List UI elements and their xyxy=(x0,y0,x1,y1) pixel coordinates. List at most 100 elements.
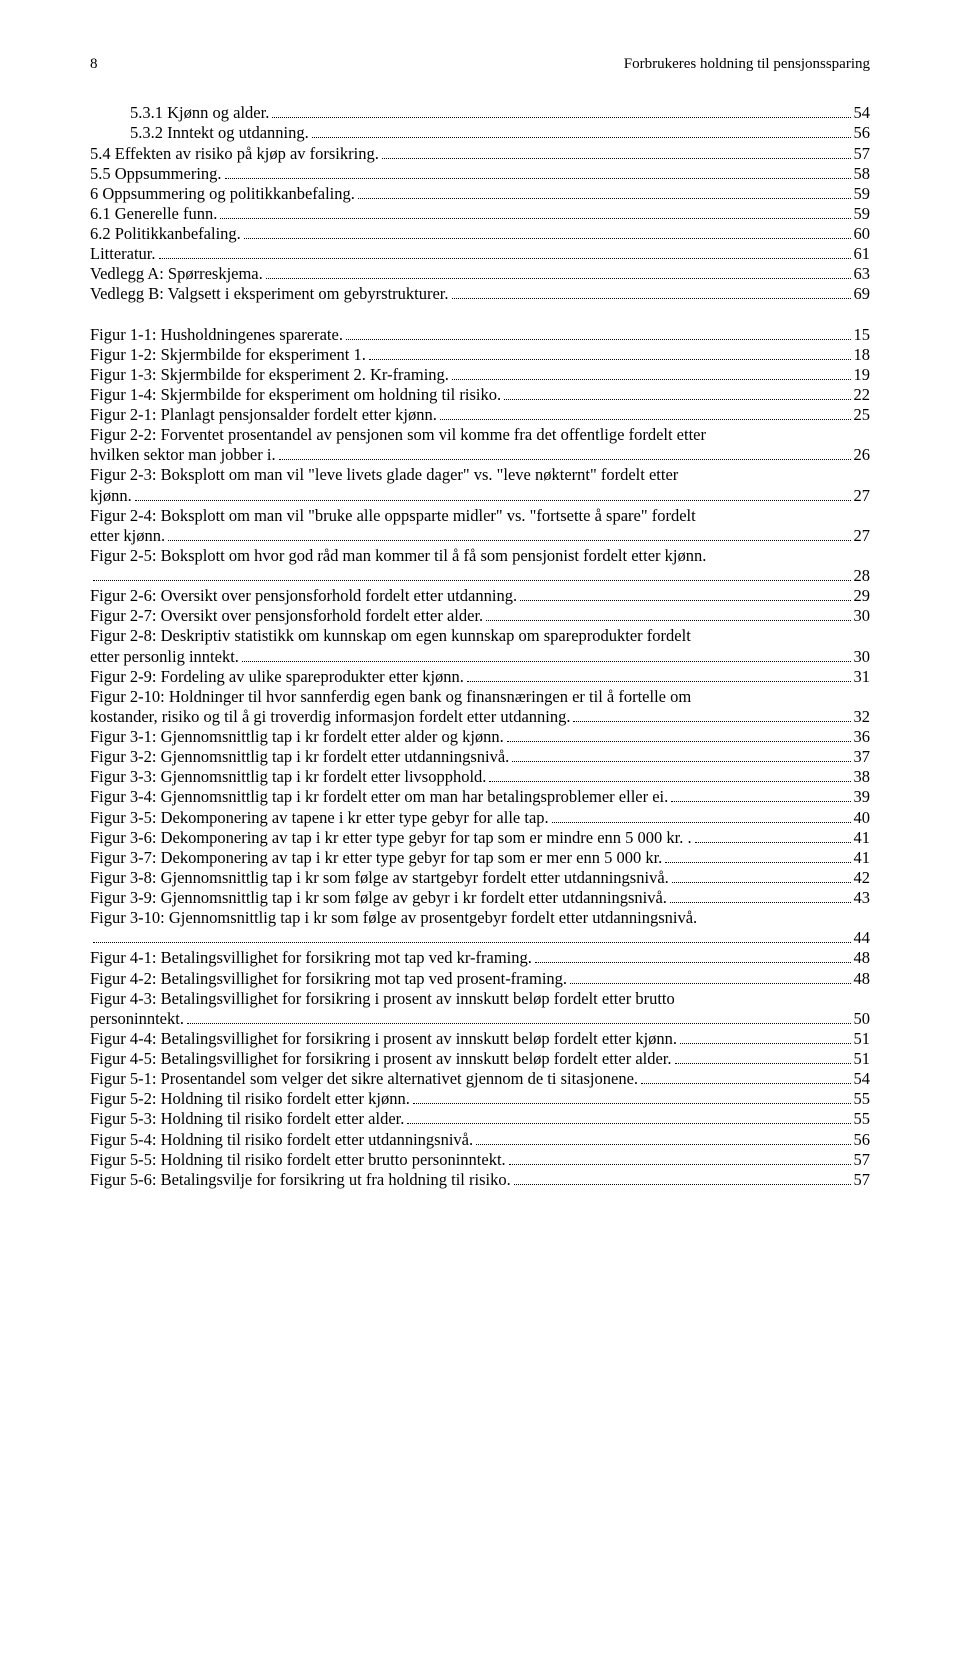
toc-dots xyxy=(382,148,851,159)
figure-entry: Figur 2-6: Oversikt over pensjonsforhold… xyxy=(90,586,870,606)
toc-row: 5.5 Oppsummering.58 xyxy=(90,164,870,184)
figure-dots xyxy=(573,711,850,722)
figure-page: 32 xyxy=(854,707,871,727)
figure-entry: Figur 5-1: Prosentandel som velger det s… xyxy=(90,1069,870,1089)
toc-page: 59 xyxy=(854,184,871,204)
toc-section: 5.3.1 Kjønn og alder. 545.3.2 Inntekt og … xyxy=(90,103,870,304)
figure-page: 57 xyxy=(854,1170,871,1190)
figure-page: 22 xyxy=(854,385,871,405)
figure-label: Figur 1-3: Skjermbilde for eksperiment 2… xyxy=(90,365,449,385)
figure-label: Figur 3-9: Gjennomsnittlig tap i kr som … xyxy=(90,888,667,908)
figure-label: kjønn. xyxy=(90,486,132,506)
figure-entry: Figur 2-3: Boksplott om man vil "leve li… xyxy=(90,465,870,505)
figure-entry: Figur 2-1: Planlagt pensjonsalder fordel… xyxy=(90,405,870,425)
toc-label: Vedlegg B: Valgsett i eksperiment om geb… xyxy=(90,284,449,304)
toc-label: 6.1 Generelle funn. xyxy=(90,204,217,224)
figure-page: 30 xyxy=(854,647,871,667)
toc-label: 5.3.1 Kjønn og alder. xyxy=(90,103,269,123)
document-page: 8 Forbrukeres holdning til pensjonsspari… xyxy=(0,0,960,1667)
toc-dots xyxy=(266,268,851,279)
figure-dots xyxy=(93,932,851,943)
figure-entry: Figur 4-1: Betalingsvillighet for forsik… xyxy=(90,948,870,968)
figure-last-line: kostander, risiko og til å gi troverdig … xyxy=(90,707,870,727)
page-header: 8 Forbrukeres holdning til pensjonsspari… xyxy=(90,55,870,73)
figure-entry: Figur 5-3: Holdning til risiko fordelt e… xyxy=(90,1109,870,1129)
figure-label-line: Figur 2-10: Holdninger til hvor sannferd… xyxy=(90,687,870,707)
toc-row: 6.2 Politikkanbefaling. 60 xyxy=(90,224,870,244)
figure-entry: Figur 1-2: Skjermbilde for eksperiment 1… xyxy=(90,345,870,365)
figure-dots xyxy=(671,792,850,803)
figure-dots xyxy=(672,872,851,883)
toc-label: 6.2 Politikkanbefaling. xyxy=(90,224,241,244)
figure-label: Figur 3-8: Gjennomsnittlig tap i kr som … xyxy=(90,868,669,888)
figure-dots xyxy=(467,671,851,682)
figure-page: 48 xyxy=(854,948,871,968)
figure-label: Figur 1-2: Skjermbilde for eksperiment 1… xyxy=(90,345,366,365)
figure-page: 26 xyxy=(854,445,871,465)
figure-entry: Figur 5-4: Holdning til risiko fordelt e… xyxy=(90,1130,870,1150)
figure-entry: Figur 1-1: Husholdningenes sparerate.15 xyxy=(90,325,870,345)
figure-dots xyxy=(665,852,850,863)
toc-row: 5.3.1 Kjønn og alder. 54 xyxy=(90,103,870,123)
figure-entry: Figur 3-8: Gjennomsnittlig tap i kr som … xyxy=(90,868,870,888)
figure-page: 25 xyxy=(854,405,871,425)
toc-label: 5.5 Oppsummering. xyxy=(90,164,222,184)
figure-dots xyxy=(452,369,851,380)
figure-dots xyxy=(476,1134,850,1145)
figure-dots xyxy=(93,570,851,581)
figure-entry: Figur 2-2: Forventet prosentandel av pen… xyxy=(90,425,870,465)
figure-dots xyxy=(512,751,850,762)
figure-page: 39 xyxy=(854,787,871,807)
figure-page: 40 xyxy=(854,808,871,828)
figure-page: 55 xyxy=(854,1109,871,1129)
figure-entry: Figur 2-10: Holdninger til hvor sannferd… xyxy=(90,687,870,727)
figure-entry: Figur 4-2: Betalingsvillighet for forsik… xyxy=(90,969,870,989)
figure-last-line: hvilken sektor man jobber i.26 xyxy=(90,445,870,465)
figure-dots xyxy=(504,389,850,400)
toc-row: Vedlegg A: Spørreskjema.63 xyxy=(90,264,870,284)
figure-label: Figur 5-6: Betalingsvilje for forsikring… xyxy=(90,1170,511,1190)
figure-label: Figur 4-1: Betalingsvillighet for forsik… xyxy=(90,948,532,968)
figure-dots xyxy=(346,329,851,340)
figure-label: Figur 2-7: Oversikt over pensjonsforhold… xyxy=(90,606,483,626)
figure-label: etter kjønn. xyxy=(90,526,165,546)
figure-last-line: personinntekt. 50 xyxy=(90,1009,870,1029)
figure-last-line: etter personlig inntekt.30 xyxy=(90,647,870,667)
figure-dots xyxy=(168,530,850,541)
figure-dots xyxy=(369,349,851,360)
figure-label: personinntekt. xyxy=(90,1009,184,1029)
figure-entry: Figur 3-5: Dekomponering av tapene i kr … xyxy=(90,808,870,828)
figure-entry: Figur 5-5: Holdning til risiko fordelt e… xyxy=(90,1150,870,1170)
figure-dots xyxy=(486,610,850,621)
toc-label: 6 Oppsummering og politikkanbefaling. xyxy=(90,184,355,204)
figure-label: kostander, risiko og til å gi troverdig … xyxy=(90,707,570,727)
figure-entry: Figur 3-7: Dekomponering av tap i kr ett… xyxy=(90,848,870,868)
header-title: Forbrukeres holdning til pensjonssparing xyxy=(624,55,870,73)
toc-page: 54 xyxy=(854,103,871,123)
figure-entry: Figur 5-6: Betalingsvilje for forsikring… xyxy=(90,1170,870,1190)
figure-entry: Figur 3-10: Gjennomsnittlig tap i kr som… xyxy=(90,908,870,948)
figure-label: Figur 3-7: Dekomponering av tap i kr ett… xyxy=(90,848,662,868)
figure-dots xyxy=(675,1053,851,1064)
toc-dots xyxy=(159,248,851,259)
toc-label: 5.4 Effekten av risiko på kjøp av forsik… xyxy=(90,144,379,164)
figure-entry: Figur 5-2: Holdning til risiko fordelt e… xyxy=(90,1089,870,1109)
toc-row: Vedlegg B: Valgsett i eksperiment om geb… xyxy=(90,284,870,304)
figure-entry: Figur 3-1: Gjennomsnittlig tap i kr ford… xyxy=(90,727,870,747)
figure-dots xyxy=(489,771,850,782)
figure-label: Figur 5-5: Holdning til risiko fordelt e… xyxy=(90,1150,506,1170)
figure-label: Figur 5-1: Prosentandel som velger det s… xyxy=(90,1069,638,1089)
figure-dots xyxy=(552,812,851,823)
figure-page: 31 xyxy=(854,667,871,687)
figure-page: 18 xyxy=(854,345,871,365)
figure-dots xyxy=(187,1013,851,1024)
figure-page: 29 xyxy=(854,586,871,606)
figure-page: 44 xyxy=(854,928,871,948)
figure-page: 36 xyxy=(854,727,871,747)
figure-dots xyxy=(413,1093,851,1104)
toc-row: 5.3.2 Inntekt og utdanning.56 xyxy=(90,123,870,143)
figure-page: 50 xyxy=(854,1009,871,1029)
figure-label-line: Figur 2-3: Boksplott om man vil "leve li… xyxy=(90,465,870,485)
figure-label: Figur 3-3: Gjennomsnittlig tap i kr ford… xyxy=(90,767,486,787)
toc-page: 60 xyxy=(854,224,871,244)
